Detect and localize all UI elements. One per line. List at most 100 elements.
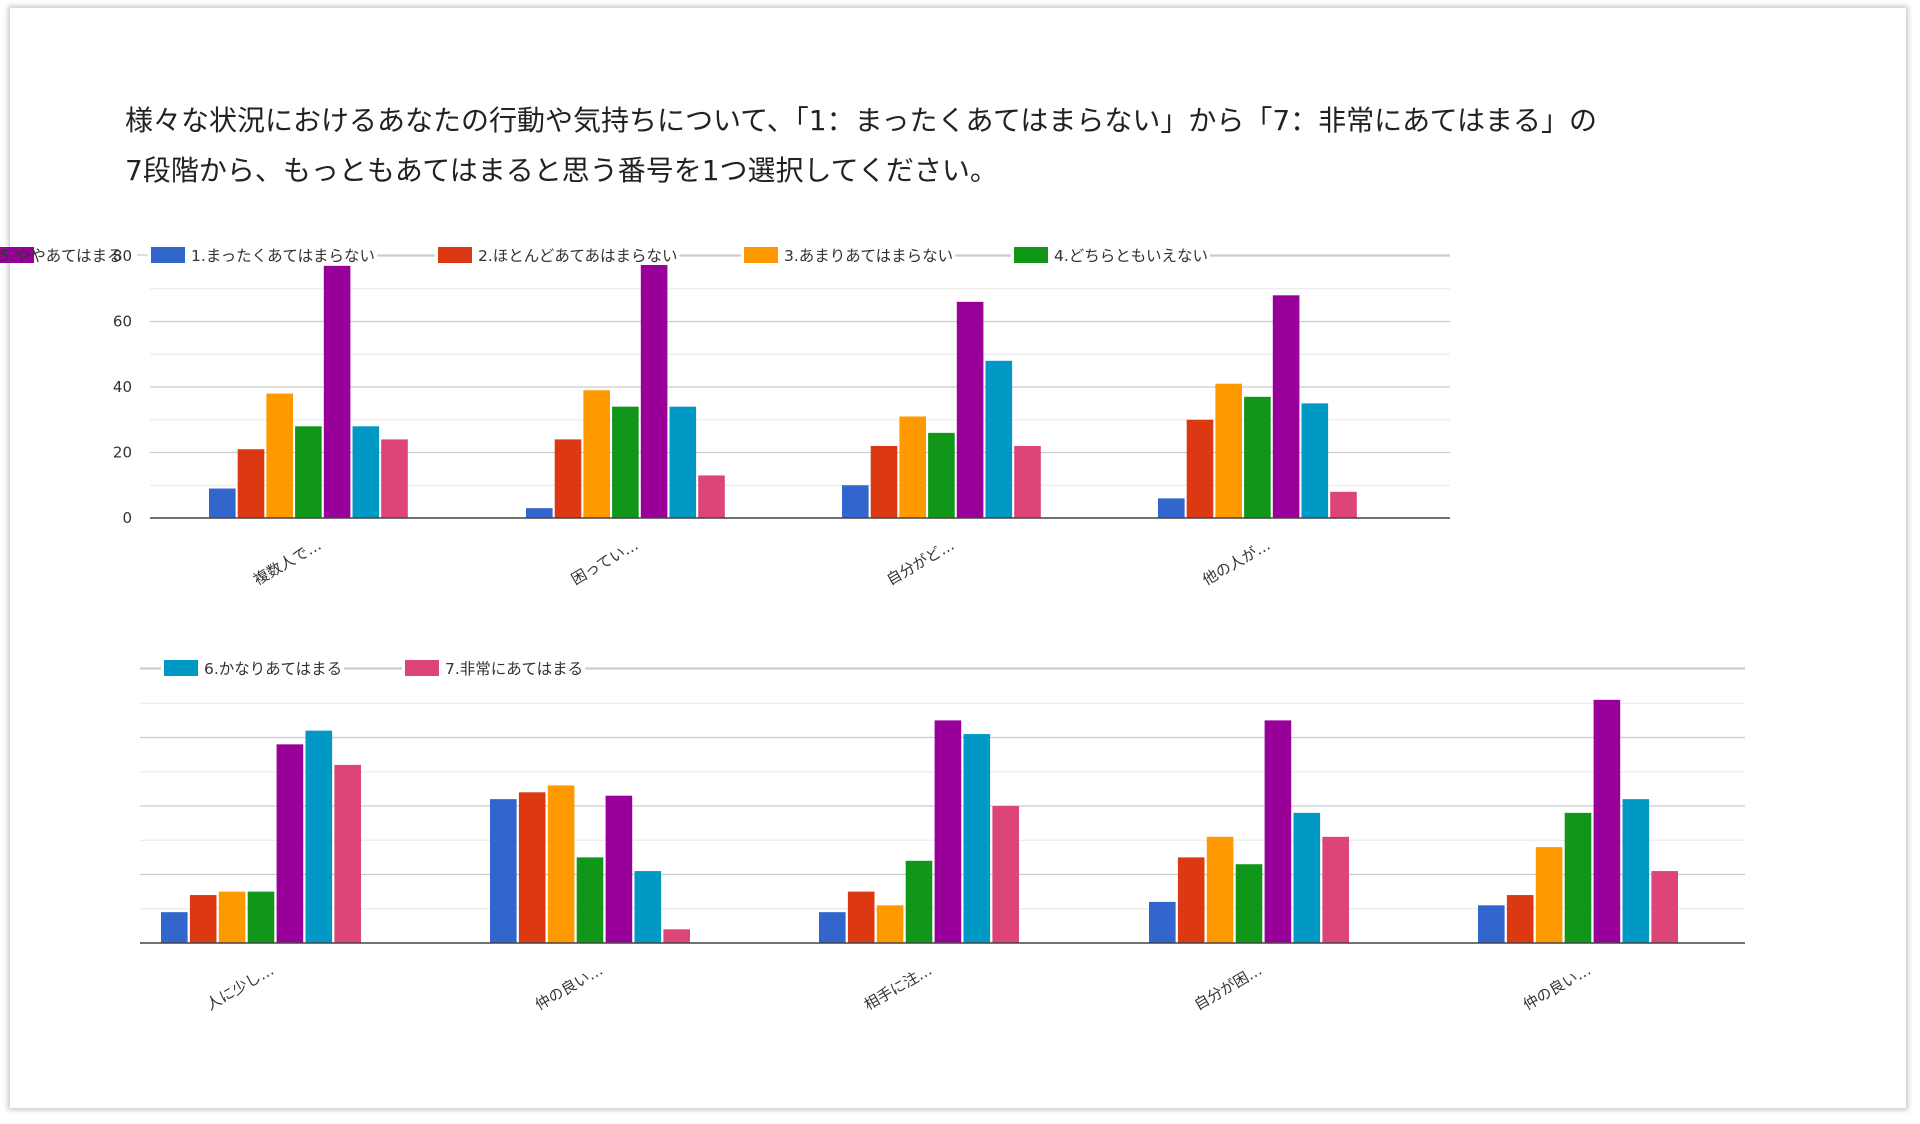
bar [605, 795, 633, 943]
legend-backing [435, 245, 680, 265]
bar [963, 734, 991, 943]
bar [554, 439, 582, 518]
bar [209, 488, 236, 518]
question-line-1: 様々な状況におけるあなたの行動や気持ちについて、「1：まったくあてはまらない」か… [125, 104, 1598, 137]
legend-backing [402, 658, 586, 678]
category-label: 相手に注… [861, 961, 935, 1014]
legend-label: 1.まったくあてはまらない [191, 247, 375, 265]
bar [956, 301, 984, 518]
bar [1535, 847, 1563, 943]
bar [819, 912, 846, 943]
legend-swatch [151, 247, 185, 263]
legend-item: 4.どちらともいえない [1011, 245, 1210, 265]
bar [1322, 836, 1349, 943]
chart-2: 人に少し… 仲の良い… 相手に注… 自分が困… 仲の良い… 6.かなりあてはまる 7.非常に… [140, 658, 1745, 1014]
bar [1564, 812, 1592, 943]
bar [842, 485, 869, 518]
legend-item: 3.あまりあてはまらない [741, 245, 956, 265]
bar [323, 265, 351, 518]
bar [276, 744, 304, 943]
bar [1330, 491, 1357, 518]
bar [518, 792, 546, 943]
category-label: 仲の良い… [1520, 961, 1594, 1014]
bar [905, 860, 933, 943]
question-text: 様々な状況におけるあなたの行動や気持ちについて、「1：まったくあてはまらない」か… [125, 96, 1825, 196]
bar [247, 891, 275, 943]
y-tick-label: 80 [113, 247, 132, 265]
legend-backing [741, 245, 956, 265]
bar [985, 360, 1013, 518]
bar [526, 508, 553, 518]
bar [870, 445, 898, 518]
bar [189, 895, 217, 943]
legend-swatch [0, 247, 34, 263]
bar [612, 406, 639, 518]
legend-label: 5.ややあてはまる [0, 247, 123, 265]
bar [334, 764, 361, 943]
bar [1177, 857, 1205, 943]
category-label: 困ってい… [568, 536, 641, 589]
bar [899, 416, 926, 518]
bar [1264, 720, 1292, 943]
chart-1: 0 20 40 60 80 複数人で… 困ってい… 自分がど… 他の人が… 1.まったくあてはまら… [0, 245, 1450, 589]
bar [381, 439, 408, 518]
bar [1293, 812, 1321, 943]
bar [634, 871, 662, 943]
legend-backing [148, 245, 378, 265]
legend-swatch [164, 660, 198, 676]
bar [876, 905, 904, 943]
bar [1506, 895, 1534, 943]
bar [1593, 699, 1621, 943]
legend-backing [1011, 245, 1210, 265]
bar [1158, 498, 1185, 518]
bar [295, 426, 322, 518]
legend-item: 6.かなりあてはまる [161, 658, 345, 678]
bar [352, 426, 380, 518]
legend-label: 4.どちらともいえない [1054, 247, 1208, 265]
legend-backing [161, 658, 345, 678]
legend-label: 2.ほとんどあてあはまらない [478, 247, 678, 265]
bar [305, 730, 333, 943]
bar [640, 262, 668, 518]
bar [1272, 295, 1300, 518]
bar [1149, 901, 1176, 943]
bar [490, 799, 517, 943]
legend-swatch [1014, 247, 1048, 263]
legend-swatch [744, 247, 778, 263]
bar [1622, 799, 1650, 943]
bar [669, 406, 697, 518]
bar [1014, 445, 1041, 518]
category-label: 自分が困… [1191, 961, 1265, 1014]
bar [934, 720, 962, 943]
bar [547, 785, 575, 943]
bar [1478, 905, 1505, 943]
bar [266, 393, 293, 518]
y-tick-label: 20 [113, 444, 132, 462]
bar [583, 390, 610, 518]
bar [1206, 836, 1234, 943]
legend-item: 1.まったくあてはまらない [148, 245, 378, 265]
bar [992, 806, 1019, 943]
legend-label: 6.かなりあてはまる [204, 660, 342, 678]
bar [237, 449, 265, 518]
legend-item: 7.非常にあてはまる [402, 658, 586, 678]
question-line-2: 7段階から、もっともあてはまると思う番号を1つ選択してください。 [125, 154, 998, 187]
legend-label: 3.あまりあてはまらない [784, 247, 953, 265]
legend-swatch [405, 660, 439, 676]
category-label: 複数人で… [250, 536, 324, 589]
bar [1301, 403, 1329, 518]
category-label: 人に少し… [203, 961, 277, 1014]
bar [698, 475, 725, 518]
legend-item: 5.ややあてはまる [0, 247, 123, 265]
bar [847, 891, 875, 943]
bar [161, 912, 188, 943]
category-label: 他の人が… [1199, 536, 1273, 589]
bar [576, 857, 604, 943]
bar [1235, 864, 1263, 943]
legend-swatch [438, 247, 472, 263]
bar [663, 929, 690, 943]
legend-item: 2.ほとんどあてあはまらない [435, 245, 680, 265]
bar [1651, 871, 1678, 943]
y-tick-label: 0 [122, 509, 132, 527]
